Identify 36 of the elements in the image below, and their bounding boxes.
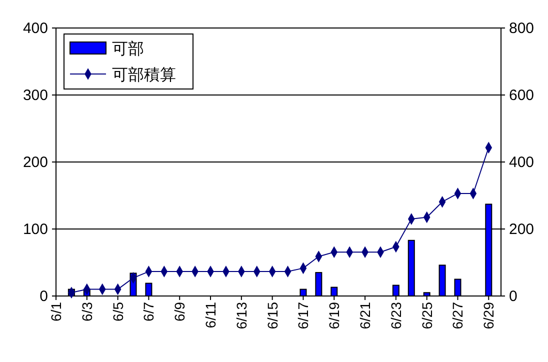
x-tick-label: 6/15: [264, 302, 280, 330]
bar: [454, 278, 462, 296]
y2-tick-label: 400: [509, 154, 534, 171]
x-tick-label: 6/17: [295, 302, 312, 330]
bar: [145, 282, 152, 296]
x-tick-label: 6/27: [450, 302, 466, 330]
x-tick-label: 6/13: [233, 302, 250, 330]
x-tick-label: 6/19: [326, 302, 342, 330]
y2-tick-label: 200: [509, 221, 534, 238]
y-tick-label: 300: [22, 87, 48, 104]
y-tick-label: 400: [22, 20, 48, 37]
y-tick-label: 0: [40, 288, 48, 305]
bar: [300, 288, 307, 296]
bar: [330, 286, 338, 296]
x-tick-label: 6/21: [357, 302, 374, 330]
x-tick-label: 6/23: [388, 302, 404, 330]
x-tick-label: 6/5: [110, 302, 126, 322]
y2-tick-label: 600: [509, 87, 534, 104]
y-tick-label: 200: [22, 154, 48, 171]
bar: [392, 284, 400, 296]
x-tick-label: 6/11: [202, 302, 219, 328]
x-tick-label: 6/7: [140, 302, 157, 322]
bar: [315, 272, 322, 296]
x-tick-label: 6/9: [172, 302, 188, 322]
y2-tick-label: 800: [509, 20, 534, 37]
y2-tick-label: 0: [509, 288, 518, 305]
bar: [408, 240, 415, 296]
x-tick-label: 6/1: [48, 302, 64, 322]
bar: [438, 264, 446, 296]
legend-label: 可部: [112, 39, 144, 58]
y-tick-label: 100: [22, 221, 48, 238]
x-tick-label: 6/29: [480, 302, 497, 330]
x-tick-label: 6/3: [78, 302, 95, 322]
x-tick-label: 6/25: [418, 302, 435, 330]
legend-label: 可部積算: [112, 65, 176, 84]
bar: [423, 292, 430, 296]
